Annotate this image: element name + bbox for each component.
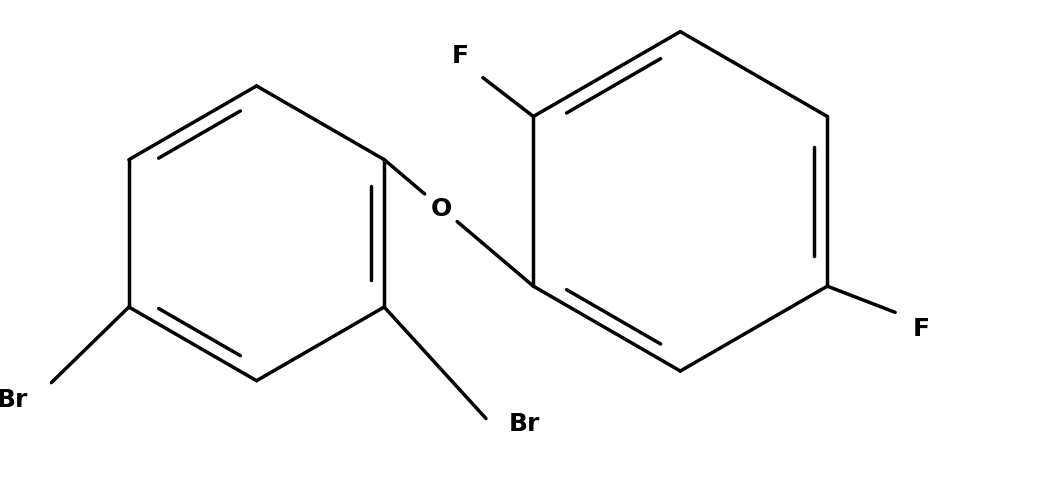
Text: F: F	[912, 316, 930, 340]
Text: Br: Br	[509, 411, 541, 435]
Text: F: F	[453, 44, 469, 68]
Text: Br: Br	[0, 387, 28, 411]
Text: O: O	[431, 196, 452, 220]
